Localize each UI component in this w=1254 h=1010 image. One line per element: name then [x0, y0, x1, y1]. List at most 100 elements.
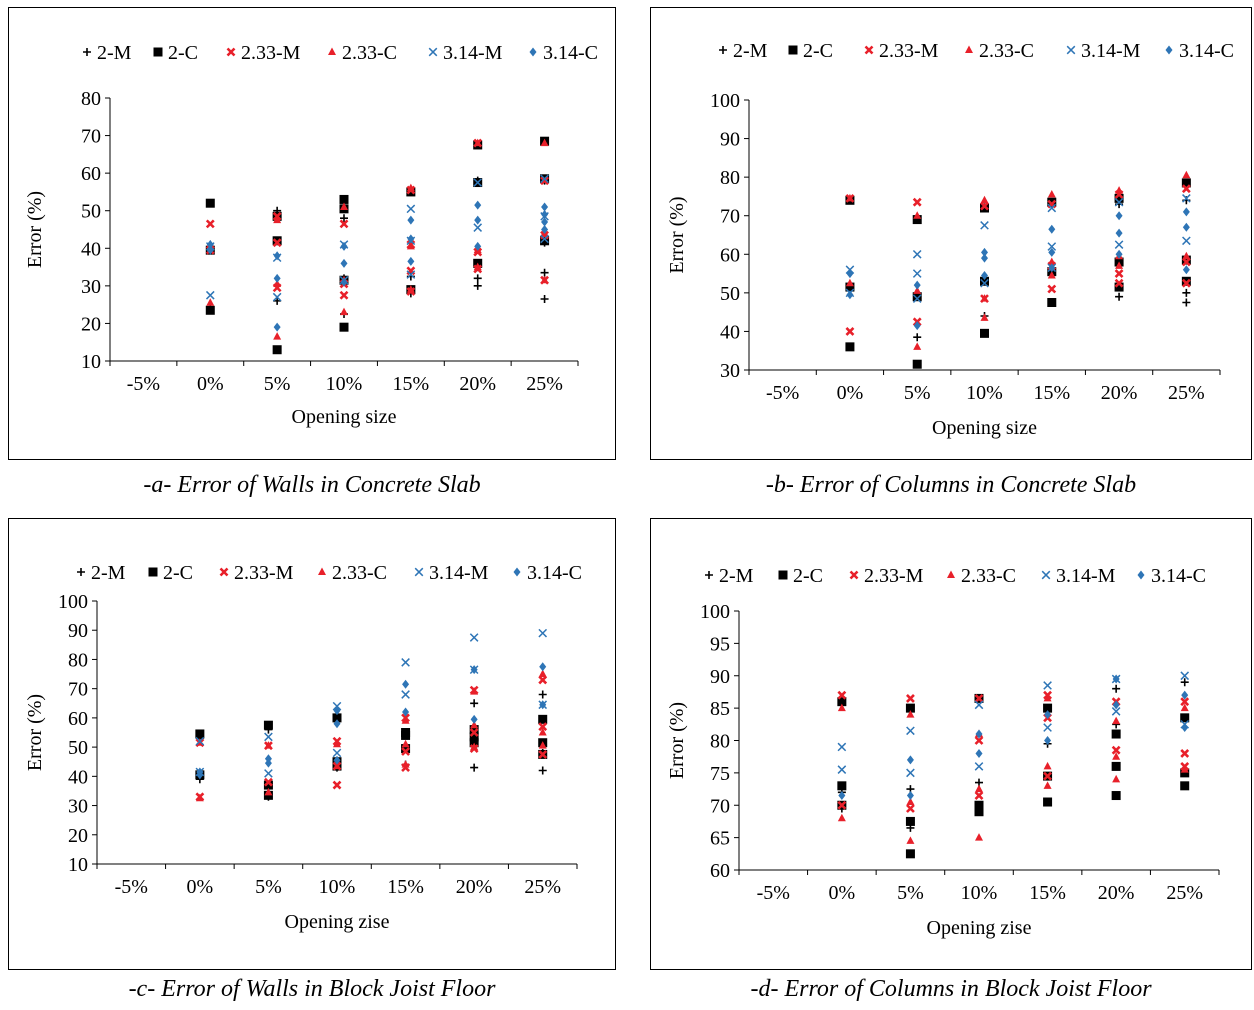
legend-label: 2-C — [793, 565, 823, 587]
data-point — [1047, 298, 1056, 307]
data-point — [913, 250, 921, 258]
legend-label: 2-C — [168, 42, 198, 64]
data-point — [981, 196, 989, 204]
legend-marker — [154, 48, 163, 57]
data-point — [474, 224, 482, 232]
data-point — [1044, 762, 1052, 770]
x-tick-label: -5% — [115, 876, 148, 898]
data-point — [981, 313, 989, 321]
data-point — [341, 292, 348, 299]
data-point — [846, 290, 853, 299]
legend-marker — [866, 47, 873, 54]
y-tick-label: 90 — [720, 129, 740, 151]
data-point — [976, 749, 983, 758]
data-point — [846, 269, 853, 278]
data-point — [907, 769, 915, 777]
data-point — [341, 242, 348, 251]
legend-marker — [719, 46, 727, 54]
data-point — [470, 764, 478, 772]
y-axis-title: Error (%) — [24, 694, 46, 771]
y-tick-label: 85 — [710, 698, 730, 720]
y-tick-label: 30 — [81, 276, 101, 298]
y-tick-label: 100 — [700, 601, 730, 623]
data-point — [913, 342, 921, 350]
legend-marker — [1042, 571, 1050, 579]
data-point — [846, 328, 853, 335]
y-tick-label: 60 — [710, 860, 730, 882]
data-point — [1048, 190, 1056, 198]
data-point — [913, 333, 921, 341]
data-point — [1044, 682, 1052, 690]
data-point — [407, 257, 414, 266]
data-point — [539, 662, 546, 671]
chart-c-svg: 10 20 30 40 50 60 70 80 90 100 -5% 0% 5% 10% 15% 20% 25%… — [9, 519, 617, 971]
x-tick-label: 25% — [526, 373, 563, 395]
chart-frame-a: 10 20 30 40 50 60 70 80 -5% 0% 5% 10% 15% 20% 25% Openi… — [8, 7, 616, 460]
legend-label: 2.33-M — [234, 562, 294, 584]
x-tick-label: -5% — [757, 882, 790, 904]
legend-label: 3.14-M — [429, 562, 489, 584]
y-tick-label: 95 — [710, 633, 730, 655]
x-tick-label: 25% — [1166, 882, 1203, 904]
data-point — [975, 785, 983, 793]
data-point — [471, 715, 478, 724]
data-point — [1183, 265, 1190, 274]
legend-marker — [149, 568, 158, 577]
data-point — [470, 699, 478, 707]
data-point — [914, 281, 921, 290]
data-point — [1112, 685, 1120, 693]
x-axis-title: Opening size — [292, 406, 397, 428]
x-tick-label: 20% — [459, 373, 496, 395]
data-point — [273, 345, 282, 354]
data-point — [1115, 241, 1123, 249]
data-point — [980, 329, 989, 338]
data-point — [474, 282, 482, 290]
data-point — [913, 270, 921, 278]
y-tick-label: 40 — [68, 766, 88, 788]
x-tick-label: -5% — [766, 382, 799, 404]
data-point — [1043, 798, 1052, 807]
data-point — [1112, 762, 1121, 771]
data-point — [838, 743, 846, 751]
data-point — [273, 332, 281, 340]
x-tick-label: 0% — [197, 373, 224, 395]
data-point — [1048, 286, 1055, 293]
x-tick-label: 10% — [966, 382, 1003, 404]
x-tick-label: 20% — [456, 876, 493, 898]
data-point — [1044, 781, 1052, 789]
legend-marker — [228, 49, 235, 56]
x-tick-label: 0% — [829, 882, 856, 904]
data-point — [1044, 724, 1052, 732]
legend-label: 2.33-M — [241, 42, 301, 64]
x-tick-label: 10% — [961, 882, 998, 904]
legend-marker — [965, 46, 973, 54]
data-point — [1182, 171, 1190, 179]
data-point — [913, 360, 922, 369]
legend-label: 3.14-M — [1056, 565, 1116, 587]
chart-frame-c: 10 20 30 40 50 60 70 80 90 100 -5% 0% 5% 10% 15% 20% 25%… — [8, 518, 616, 970]
data-point — [539, 766, 547, 774]
data-point — [333, 749, 341, 757]
data-point — [1180, 781, 1189, 790]
y-tick-label: 40 — [81, 238, 101, 260]
y-tick-label: 30 — [68, 796, 88, 818]
data-point — [541, 295, 549, 303]
y-tick-label: 80 — [720, 167, 740, 189]
data-point — [401, 728, 410, 737]
data-point — [341, 259, 348, 268]
data-point — [539, 691, 547, 699]
y-tick-label: 20 — [81, 313, 101, 335]
y-tick-label: 65 — [710, 828, 730, 850]
chart-caption-a: -a- Error of Walls in Concrete Slab — [8, 467, 616, 503]
x-tick-label: 15% — [387, 876, 424, 898]
y-tick-label: 50 — [81, 201, 101, 223]
x-tick-label: 0% — [187, 876, 214, 898]
legend-label: 3.14-C — [1151, 565, 1206, 587]
y-tick-label: 90 — [68, 620, 88, 642]
y-tick-label: 75 — [710, 763, 730, 785]
data-point — [206, 291, 214, 299]
x-axis-title: Opening size — [932, 417, 1037, 439]
chart-d-svg: 60 65 70 75 80 85 90 95 100 -5% 0% 5% 10% 15% 20% 25% Op… — [651, 519, 1253, 971]
legend-marker — [77, 568, 85, 576]
data-point — [975, 763, 983, 771]
